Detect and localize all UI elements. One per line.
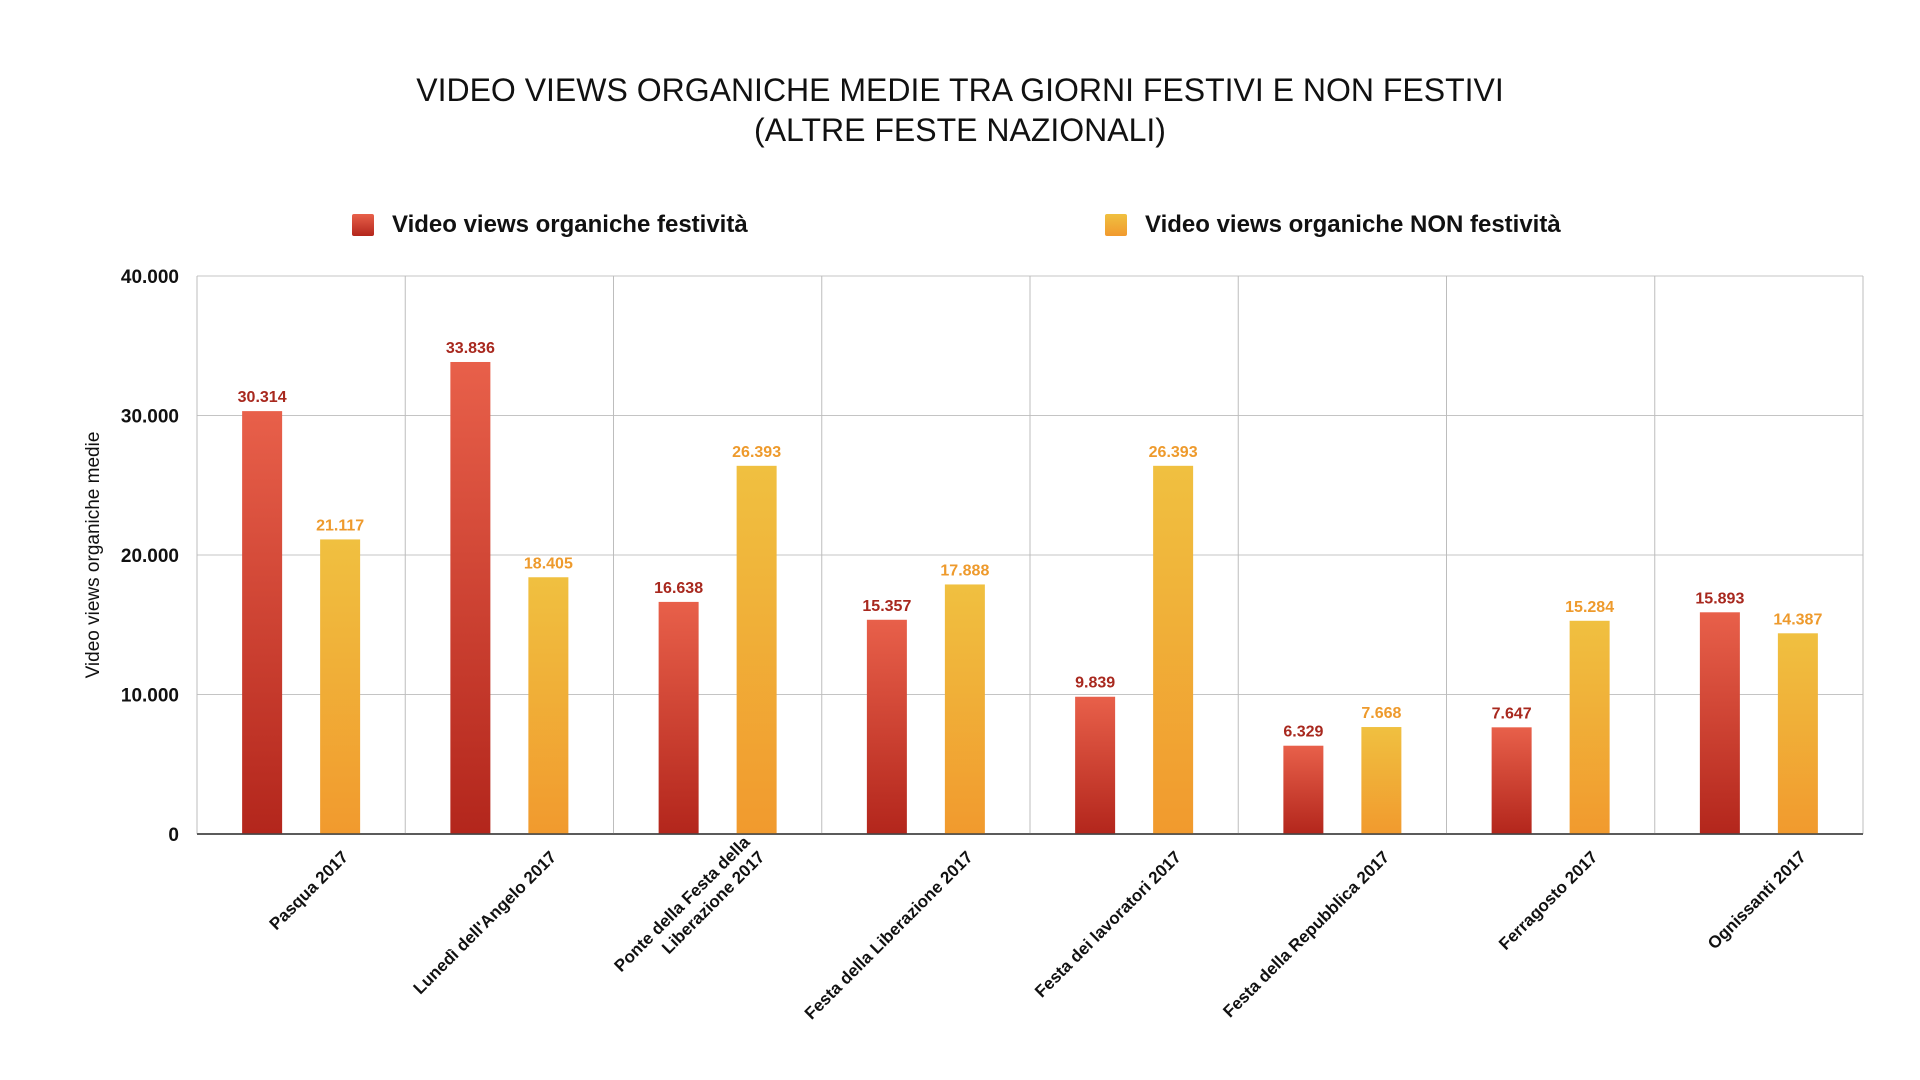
x-tick-label: Lunedì dell'Angelo 2017 <box>410 847 561 998</box>
chart-title: VIDEO VIEWS ORGANICHE MEDIE TRA GIORNI F… <box>0 70 1920 150</box>
data-label: 21.117 <box>316 517 364 534</box>
chart-title-line-2: (ALTRE FESTE NAZIONALI) <box>754 112 1166 148</box>
data-label: 30.314 <box>238 389 287 406</box>
bar-festive <box>242 411 283 834</box>
data-label: 15.893 <box>1695 590 1744 607</box>
x-tick-label-line: Ponte della Festa della <box>611 832 754 975</box>
legend-item-nonfestive: Video views organiche NON festività <box>1105 210 1561 240</box>
bar-festive <box>1491 727 1532 834</box>
bar-nonfestive <box>320 539 361 834</box>
data-label: 15.284 <box>1565 599 1614 616</box>
x-tick-label-line: Ognissanti 2017 <box>1704 847 1810 953</box>
legend-label-festive: Video views organiche festività <box>392 211 748 238</box>
x-tick-label-line: Festa della Liberazione 2017 <box>801 847 977 1023</box>
bar-festive <box>1075 696 1116 834</box>
data-label: 7.668 <box>1361 705 1401 722</box>
data-label: 16.638 <box>654 580 703 597</box>
data-label: 7.647 <box>1492 705 1532 722</box>
bar-festive <box>1283 745 1324 834</box>
data-label: 33.836 <box>446 340 495 357</box>
legend-swatch-nonfestive <box>1105 214 1127 236</box>
x-tick-label-line: Ferragosto 2017 <box>1495 847 1601 953</box>
bar-festive <box>1699 612 1740 834</box>
x-tick-label: Festa della Repubblica 2017 <box>1219 847 1393 1021</box>
bar-nonfestive <box>1777 633 1818 834</box>
y-tick-label: 30.000 <box>121 407 179 428</box>
x-tick-label: Festa della Liberazione 2017 <box>801 847 977 1023</box>
data-label: 9.839 <box>1075 675 1115 692</box>
legend-swatch-festive <box>352 214 374 236</box>
bar-nonfestive <box>528 577 569 834</box>
bar-festive <box>450 361 491 834</box>
x-tick-label-line: Festa dei lavoratori 2017 <box>1031 847 1185 1001</box>
data-label: 14.387 <box>1773 611 1822 628</box>
x-tick-label: Ponte della Festa dellaLiberazione 2017 <box>611 832 769 990</box>
x-tick-label-line: Festa della Repubblica 2017 <box>1219 847 1393 1021</box>
chart-title-line-1: VIDEO VIEWS ORGANICHE MEDIE TRA GIORNI F… <box>416 72 1504 108</box>
x-tick-label: Pasqua 2017 <box>266 847 352 933</box>
bar-nonfestive <box>736 465 777 834</box>
y-tick-label: 20.000 <box>121 546 179 567</box>
data-label: 6.329 <box>1283 724 1323 741</box>
y-tick-label: 10.000 <box>121 686 179 707</box>
bar-nonfestive <box>1361 727 1402 834</box>
data-label: 26.393 <box>1149 444 1198 461</box>
bar-festive <box>866 619 907 834</box>
bar-nonfestive <box>944 584 985 834</box>
x-tick-label: Festa dei lavoratori 2017 <box>1031 847 1185 1001</box>
x-tick-label: Ognissanti 2017 <box>1704 847 1810 953</box>
legend-item-festive: Video views organiche festività <box>352 210 748 240</box>
x-tick-label: Ferragosto 2017 <box>1495 847 1601 953</box>
y-tick-label: 40.000 <box>121 267 179 288</box>
x-tick-label-line: Pasqua 2017 <box>266 847 352 933</box>
bar-nonfestive <box>1153 465 1194 834</box>
bar-nonfestive <box>1569 620 1610 834</box>
legend-label-nonfestive: Video views organiche NON festività <box>1145 211 1561 238</box>
data-label: 15.357 <box>862 598 911 615</box>
bar-festive <box>658 601 699 834</box>
data-label: 26.393 <box>732 444 781 461</box>
y-tick-label: 0 <box>168 825 179 846</box>
data-label: 18.405 <box>524 555 573 572</box>
data-label: 17.888 <box>940 562 989 579</box>
x-tick-label-line: Lunedì dell'Angelo 2017 <box>410 847 561 998</box>
